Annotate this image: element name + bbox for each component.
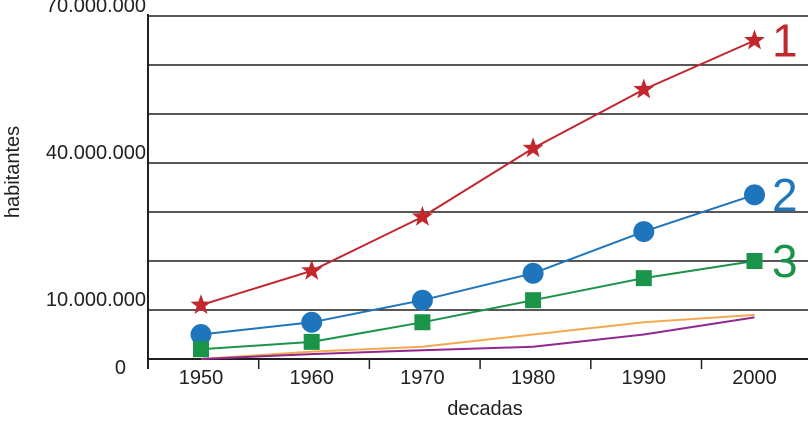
x-ticks: 1950 1960 1970 1980 1990 2000	[147, 359, 777, 389]
data-point	[411, 205, 433, 226]
data-point	[301, 259, 323, 280]
y-ticks: 0 10.000.000 40.000.000 70.000.000	[46, 0, 146, 379]
series-line	[200, 316, 755, 360]
series-1	[190, 29, 765, 314]
data-point	[525, 292, 542, 309]
y-tick-label: 0	[115, 357, 126, 379]
data-point	[633, 78, 655, 99]
data-point	[411, 289, 433, 311]
x-tick-label: 1950	[179, 367, 224, 389]
data-point	[744, 184, 765, 206]
x-tick-label: 1960	[289, 367, 334, 389]
series-2	[190, 184, 765, 345]
x-axis-label: decadas	[447, 398, 523, 420]
series-line	[200, 313, 755, 360]
series-line	[200, 260, 755, 351]
data-point	[190, 294, 212, 314]
series-line	[200, 39, 755, 307]
y-tick-label: 40.000.000	[46, 142, 146, 164]
series-layer	[190, 29, 765, 360]
series-3	[193, 253, 763, 358]
data-point	[193, 341, 209, 358]
data-point	[414, 314, 431, 331]
data-point	[522, 262, 544, 284]
data-point	[303, 333, 320, 350]
y-tick-label: 70.000.000	[46, 0, 146, 17]
data-point	[633, 221, 655, 243]
series-labels: 1 2 3	[772, 15, 798, 288]
x-tick-label: 1980	[511, 367, 556, 389]
grid-lines	[148, 15, 808, 311]
data-point	[190, 324, 212, 345]
data-point	[746, 253, 763, 269]
x-tick-label: 1970	[400, 367, 445, 389]
series-4	[200, 313, 755, 360]
x-tick-label: 1990	[622, 367, 667, 389]
series-label: 2	[772, 169, 798, 221]
y-axis-label: habitantes	[2, 126, 24, 218]
y-tick-label: 10.000.000	[46, 289, 146, 311]
series-label: 3	[772, 235, 798, 287]
data-point	[522, 137, 544, 158]
data-point	[744, 29, 765, 50]
x-tick-label: 2000	[732, 367, 777, 389]
series-line	[200, 193, 755, 336]
data-point	[635, 270, 652, 287]
series-5	[200, 316, 755, 360]
data-point	[301, 311, 323, 333]
series-label: 1	[772, 15, 798, 67]
